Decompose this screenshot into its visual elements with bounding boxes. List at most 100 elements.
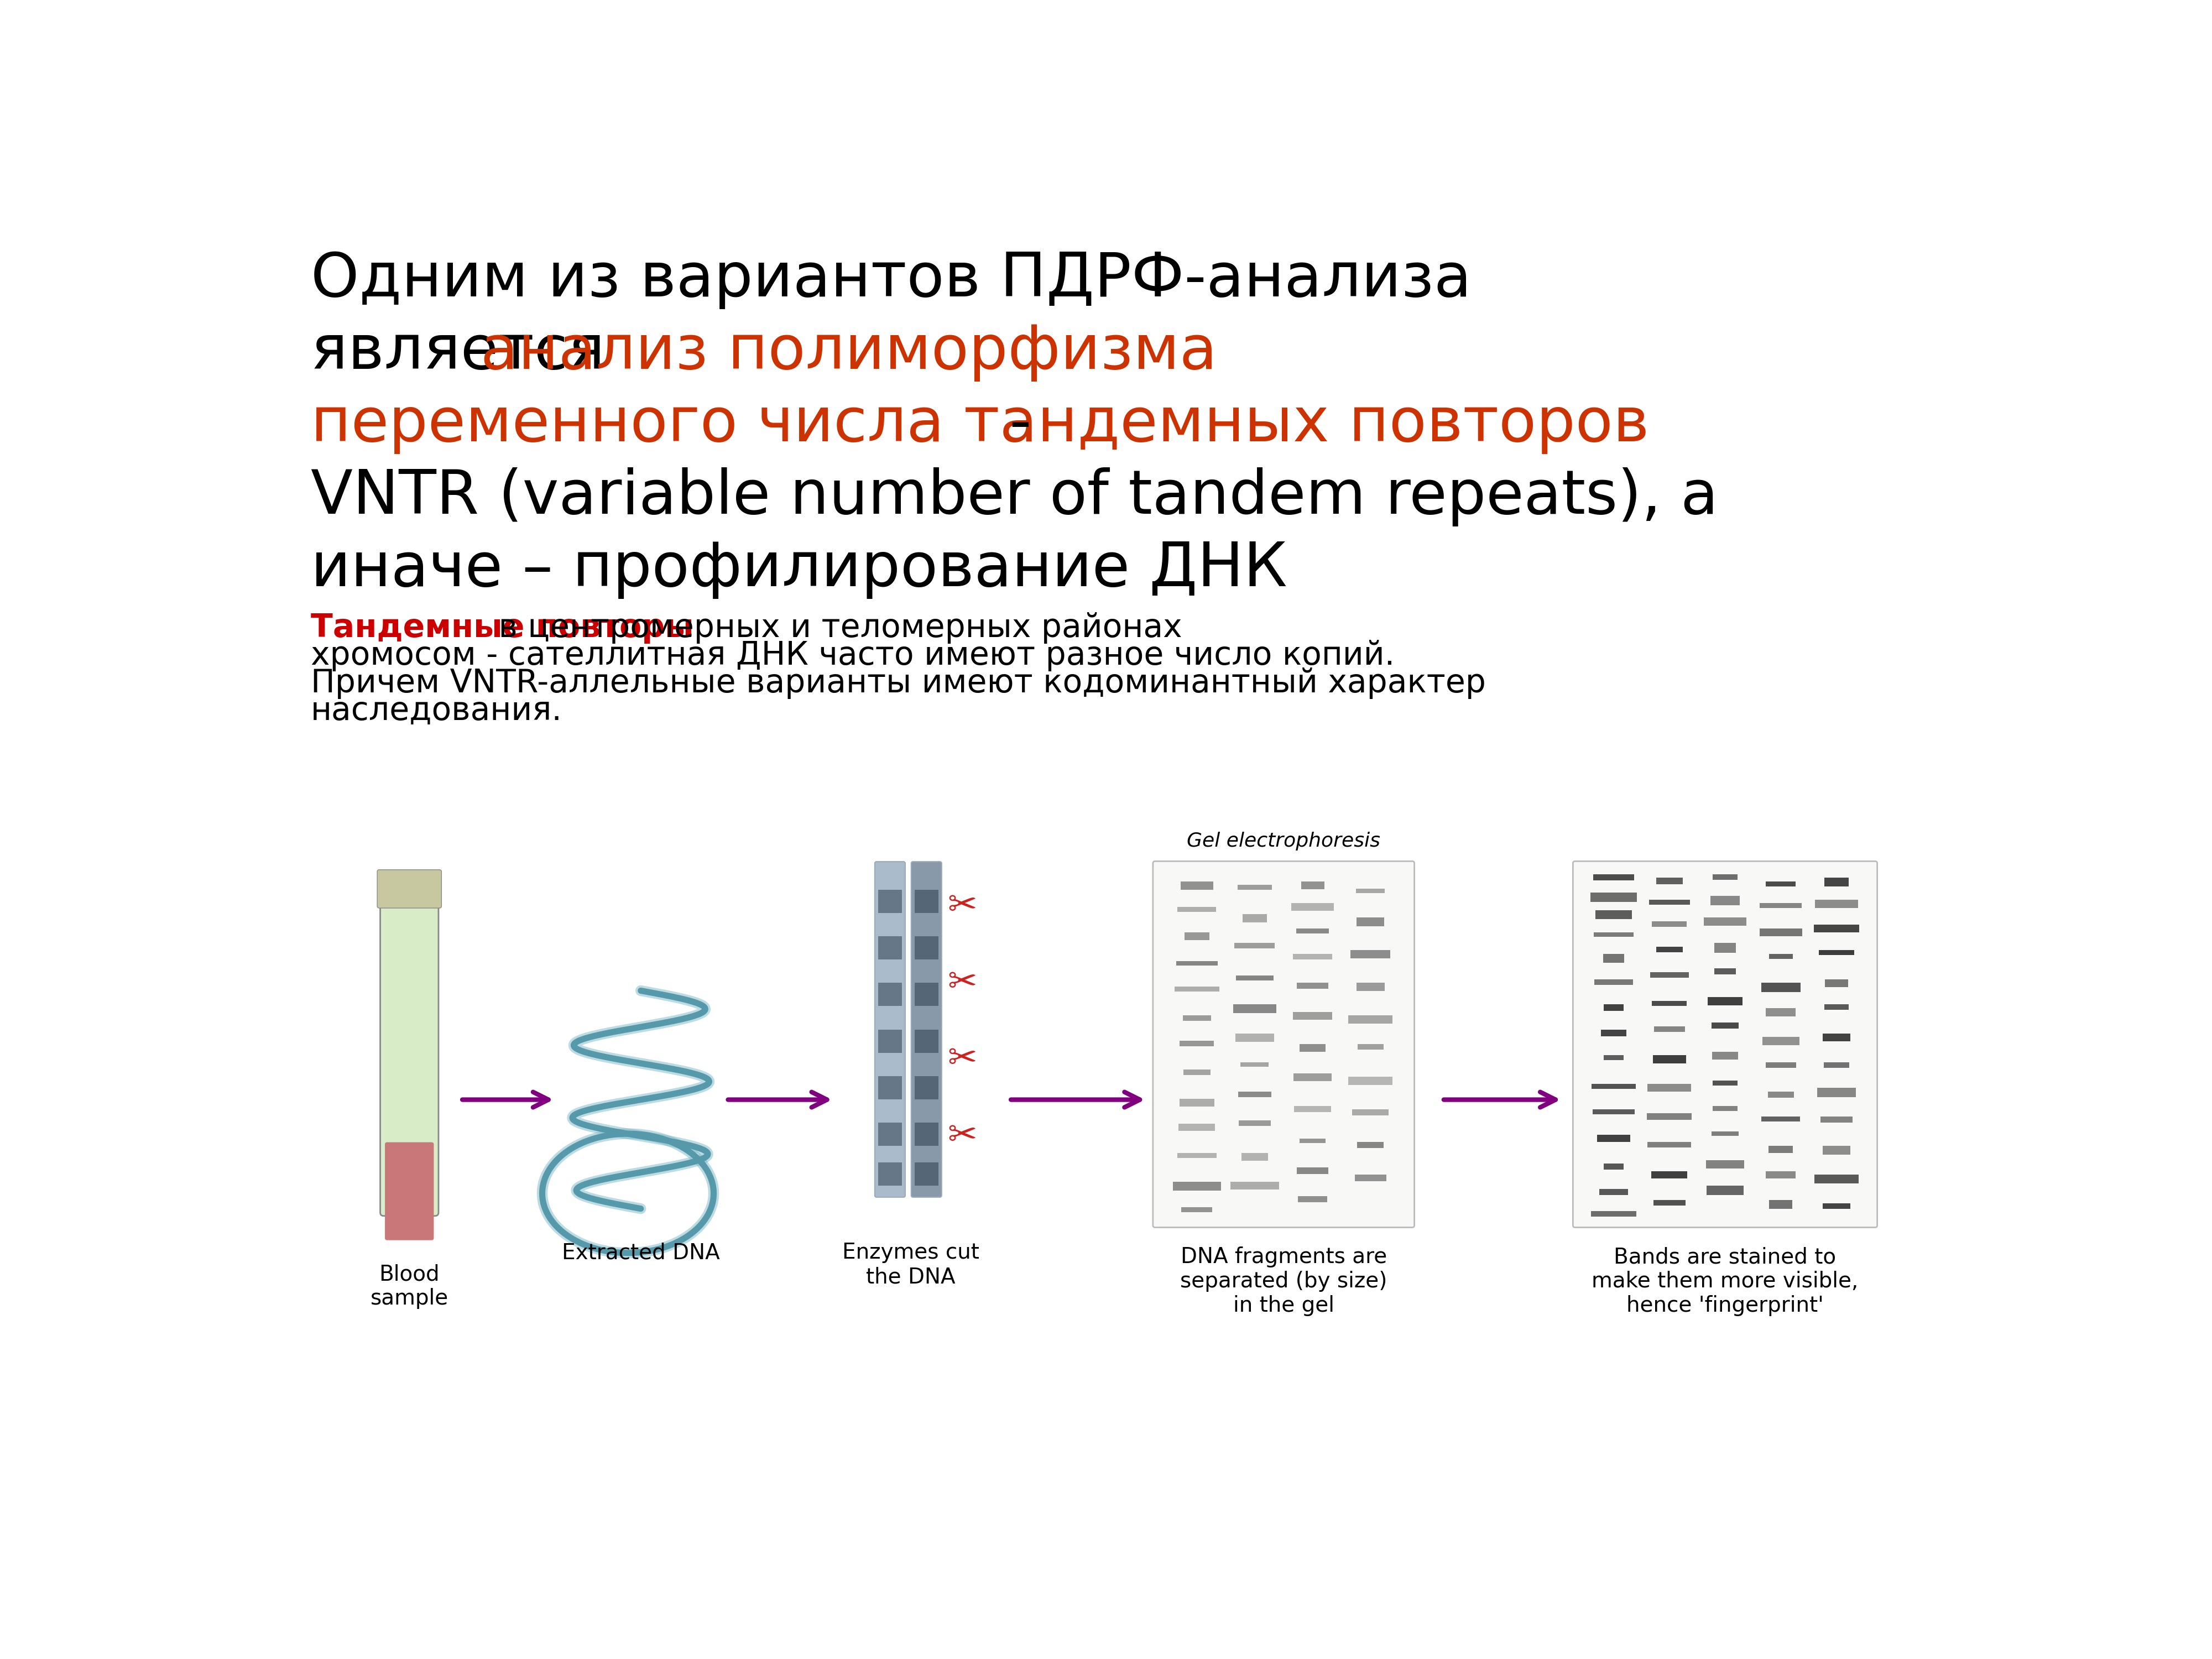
Bar xyxy=(1181,1208,1212,1213)
Bar xyxy=(1352,951,1391,959)
Text: ✂: ✂ xyxy=(947,889,978,922)
Bar xyxy=(1175,987,1219,992)
Bar xyxy=(914,1123,938,1146)
Bar xyxy=(1599,1190,1628,1194)
Bar xyxy=(1825,979,1847,987)
Bar xyxy=(1763,1037,1798,1045)
Bar xyxy=(1604,1004,1624,1010)
Bar xyxy=(1652,1055,1686,1063)
Bar xyxy=(1349,1077,1394,1085)
Bar xyxy=(1770,1146,1794,1153)
Bar xyxy=(1181,881,1214,889)
Bar xyxy=(1239,1092,1272,1097)
Bar xyxy=(1823,1203,1851,1209)
Bar xyxy=(1243,914,1267,922)
Bar xyxy=(1767,1092,1794,1098)
Bar xyxy=(1590,893,1637,902)
Bar xyxy=(1358,1044,1383,1050)
Bar xyxy=(914,889,938,912)
Bar xyxy=(1761,1117,1801,1121)
Bar xyxy=(1595,979,1632,985)
Bar xyxy=(878,936,902,959)
Bar xyxy=(914,1029,938,1053)
Bar xyxy=(1593,1110,1635,1115)
FancyBboxPatch shape xyxy=(911,861,942,1198)
Bar xyxy=(1183,1070,1210,1075)
Text: иначе – профилирование ДНК: иначе – профилирование ДНК xyxy=(310,539,1287,599)
Bar xyxy=(1825,1004,1849,1010)
Text: в центромерных и теломерных районах: в центромерных и теломерных районах xyxy=(489,612,1181,644)
Bar xyxy=(1708,997,1743,1005)
Bar xyxy=(1712,1107,1736,1112)
Bar xyxy=(914,982,938,1005)
Bar xyxy=(1655,1027,1686,1032)
Bar xyxy=(1814,924,1858,932)
Bar xyxy=(1765,1062,1796,1068)
Bar xyxy=(1770,1199,1792,1209)
Bar xyxy=(1294,1073,1332,1082)
Bar xyxy=(1237,884,1272,889)
Bar xyxy=(1296,929,1329,934)
Bar xyxy=(878,1029,902,1053)
Bar xyxy=(914,1077,938,1100)
Bar xyxy=(1179,1123,1214,1131)
Bar xyxy=(1604,1163,1624,1170)
Bar xyxy=(1296,982,1327,989)
Bar xyxy=(1712,1131,1739,1136)
Text: является: является xyxy=(310,322,624,382)
Text: Тандемные повторы: Тандемные повторы xyxy=(310,612,695,644)
Bar xyxy=(1172,1181,1221,1191)
Bar xyxy=(1358,1141,1383,1148)
Bar xyxy=(1604,954,1624,962)
Bar xyxy=(1765,1171,1796,1178)
Bar xyxy=(1648,899,1690,904)
Text: Extracted DNA: Extracted DNA xyxy=(562,1243,719,1264)
Text: DNA fragments are
separated (by size)
in the gel: DNA fragments are separated (by size) in… xyxy=(1181,1246,1387,1316)
Bar xyxy=(878,1123,902,1146)
Bar xyxy=(1657,878,1683,884)
Text: -: - xyxy=(989,395,1031,455)
Bar xyxy=(1652,1171,1688,1178)
Bar xyxy=(878,1077,902,1100)
Bar xyxy=(1818,951,1854,956)
Bar xyxy=(1820,1117,1854,1123)
FancyBboxPatch shape xyxy=(380,894,438,1216)
Bar xyxy=(1298,1196,1327,1203)
Bar xyxy=(1177,961,1217,966)
Bar xyxy=(1239,1120,1272,1126)
FancyBboxPatch shape xyxy=(1573,861,1878,1228)
Bar xyxy=(1177,1153,1217,1158)
Bar xyxy=(1296,1168,1327,1175)
Bar xyxy=(1650,972,1688,977)
Text: Bands are stained to
make them more visible,
hence 'fingerprint': Bands are stained to make them more visi… xyxy=(1593,1246,1858,1316)
Bar xyxy=(1770,954,1792,959)
Bar xyxy=(1593,874,1635,881)
Bar xyxy=(1714,969,1736,974)
Text: хромосом - сателлитная ДНК часто имеют разное число копий.: хромосом - сателлитная ДНК часто имеют р… xyxy=(310,640,1396,672)
Bar xyxy=(1179,1040,1214,1047)
Bar xyxy=(1230,1181,1279,1190)
Text: наследования.: наследования. xyxy=(310,695,562,727)
FancyBboxPatch shape xyxy=(378,869,442,907)
Bar xyxy=(1301,1138,1325,1143)
Bar xyxy=(1652,1199,1686,1206)
Bar xyxy=(1703,917,1747,926)
Text: ✂: ✂ xyxy=(947,966,978,1000)
Bar xyxy=(1825,1062,1849,1068)
Bar xyxy=(878,889,902,912)
Bar xyxy=(1705,1160,1743,1168)
Bar xyxy=(1816,899,1858,907)
Text: анализ полиморфизма: анализ полиморфизма xyxy=(480,322,1217,382)
Text: Причем VNTR-аллельные варианты имеют кодоминантный характер: Причем VNTR-аллельные варианты имеют код… xyxy=(310,667,1486,698)
Bar xyxy=(1708,1186,1743,1194)
Bar xyxy=(1712,1080,1739,1085)
Bar xyxy=(1825,878,1849,886)
Bar xyxy=(878,982,902,1005)
Bar xyxy=(878,1163,902,1186)
Bar xyxy=(914,936,938,959)
Bar xyxy=(1601,1030,1626,1037)
Bar xyxy=(1761,902,1803,907)
Bar xyxy=(1294,1107,1332,1112)
Bar xyxy=(1652,1000,1688,1005)
Bar xyxy=(1604,1055,1624,1060)
